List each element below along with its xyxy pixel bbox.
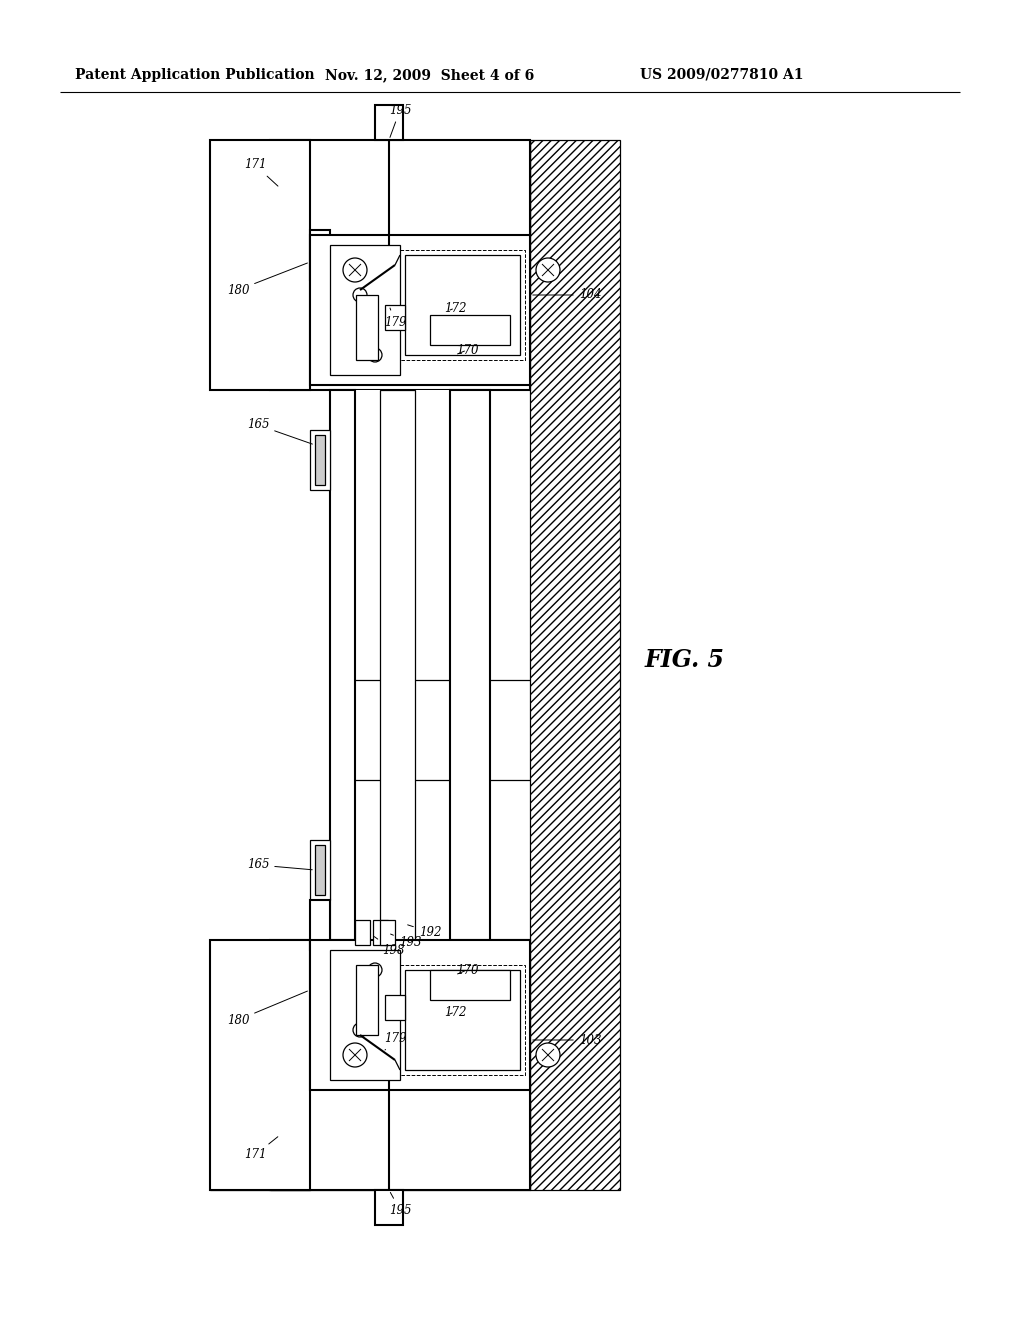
Text: Patent Application Publication: Patent Application Publication [75,69,314,82]
Bar [315,436,325,484]
Bar [450,389,490,940]
Bar [385,995,406,1020]
Bar [355,920,370,945]
Bar [310,940,530,1090]
Bar [270,940,530,1191]
Circle shape [343,1043,367,1067]
Bar [315,845,325,895]
Bar [210,940,310,1191]
Bar [310,900,330,950]
Text: 172: 172 [443,1006,466,1019]
Text: 195: 195 [389,103,412,137]
Bar [375,1191,403,1225]
Circle shape [368,348,382,362]
Bar [210,140,310,235]
Circle shape [368,964,382,977]
Bar [310,235,330,265]
Text: 165: 165 [247,858,312,871]
Bar [430,315,510,345]
Text: US 2009/0277810 A1: US 2009/0277810 A1 [640,69,804,82]
Bar [310,909,330,940]
Text: 172: 172 [443,301,466,314]
Text: 103: 103 [532,1034,601,1047]
Bar [310,430,330,490]
Bar [385,305,406,330]
Text: 179: 179 [384,308,407,329]
Bar [530,140,620,1191]
Bar [270,140,530,389]
Text: 104: 104 [532,289,601,301]
Text: 198: 198 [374,937,404,957]
Bar [406,970,520,1071]
Bar [373,920,388,945]
Bar [356,965,378,1035]
Bar [210,140,310,389]
Text: 192: 192 [408,925,441,939]
Bar [330,246,400,375]
Bar [210,1100,310,1191]
Bar [380,389,415,940]
Bar [330,389,355,940]
Text: 180: 180 [226,991,307,1027]
Text: 165: 165 [247,418,312,444]
Bar [430,970,510,1001]
Circle shape [353,1023,367,1038]
Bar [310,230,330,280]
Bar [380,920,395,945]
Text: 171: 171 [244,158,278,186]
Text: FIG. 5: FIG. 5 [645,648,725,672]
Bar [330,950,400,1080]
Circle shape [536,257,560,282]
Bar [400,965,525,1074]
Circle shape [536,1043,560,1067]
Text: 179: 179 [384,1031,407,1049]
Bar [310,840,330,900]
Bar [400,249,525,360]
Bar [375,106,403,140]
Text: 195: 195 [389,1192,412,1217]
Bar [270,1100,530,1191]
Text: Nov. 12, 2009  Sheet 4 of 6: Nov. 12, 2009 Sheet 4 of 6 [326,69,535,82]
Bar [310,235,530,385]
Circle shape [343,257,367,282]
Text: 193: 193 [390,935,421,949]
Text: 170: 170 [456,343,478,356]
Circle shape [353,288,367,302]
Bar [356,294,378,360]
Text: 171: 171 [244,1137,278,1162]
Bar [355,389,450,940]
Text: 180: 180 [226,263,307,297]
Bar [270,140,530,235]
Text: 170: 170 [456,964,478,977]
Bar [406,255,520,355]
